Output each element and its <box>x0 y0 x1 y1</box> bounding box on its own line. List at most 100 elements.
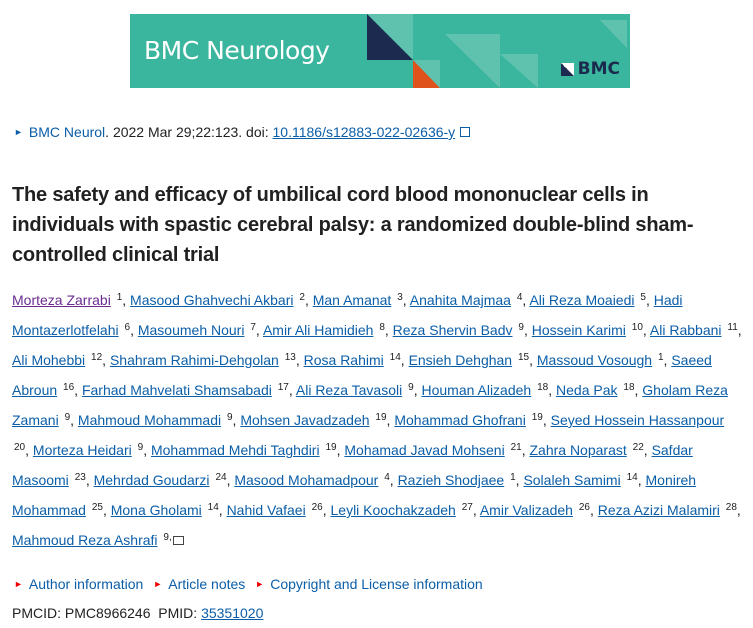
author-link[interactable]: Ali Rabbani <box>649 322 722 338</box>
author-link[interactable]: Morteza Zarrabi <box>12 292 111 308</box>
author-link[interactable]: Hossein Karimi <box>531 322 626 338</box>
author-link[interactable]: Rosa Rahimi <box>303 352 384 368</box>
author-link[interactable]: Man Amanat <box>312 292 392 308</box>
author-link[interactable]: Ali Reza Moaiedi <box>529 292 635 308</box>
affiliation-number[interactable]: 19 <box>325 442 337 453</box>
affiliation-number[interactable]: 9 <box>518 322 524 333</box>
author-link[interactable]: Monireh Mohammad <box>12 472 697 518</box>
affiliation-number[interactable]: 9, <box>163 532 172 543</box>
affiliation-number[interactable]: 7 <box>250 322 256 333</box>
triangle-right-icon: ► <box>255 579 265 589</box>
affiliation-number[interactable]: 22 <box>632 442 644 453</box>
affiliation-number[interactable]: 19 <box>375 412 387 423</box>
pmid-link[interactable]: 35351020 <box>201 605 264 621</box>
author-link[interactable]: Mohammad Mehdi Taghdiri <box>150 442 320 458</box>
affiliation-number[interactable]: 4 <box>384 472 390 483</box>
author-link[interactable]: Masood Ghahvechi Akbari <box>130 292 294 308</box>
affiliation-number[interactable]: 16 <box>63 382 75 393</box>
triangle-right-icon: ► <box>153 579 163 589</box>
affiliation-number[interactable]: 28 <box>725 502 737 513</box>
journal-banner[interactable]: BMC Neurology BMC <box>130 14 630 88</box>
author-link[interactable]: Hadi Montazerlotfelahi <box>12 292 683 338</box>
affiliation-number[interactable]: 4 <box>516 292 523 303</box>
affiliation-number[interactable]: 12 <box>91 352 103 363</box>
author-link[interactable]: Reza Shervin Badv <box>392 322 513 338</box>
author-link[interactable]: Amir Ali Hamidieh <box>262 322 374 338</box>
author-link[interactable]: Amir Valizadeh <box>479 502 573 518</box>
author-link[interactable]: Neda Pak <box>556 382 618 398</box>
affiliation-number[interactable]: 8 <box>379 322 385 333</box>
affiliation-number[interactable]: 9 <box>226 412 233 423</box>
author-link[interactable]: Houman Alizadeh <box>421 382 532 398</box>
author-link[interactable]: Ali Reza Tavasoli <box>295 382 403 398</box>
author-link[interactable]: Mohamad Javad Mohseni <box>344 442 505 458</box>
doi-link[interactable]: 10.1186/s12883-022-02636-y <box>272 124 456 140</box>
affiliation-number[interactable]: 9 <box>64 412 71 423</box>
author-link[interactable]: Mohammad Ghofrani <box>394 412 526 428</box>
affiliation-number[interactable]: 14 <box>389 352 401 363</box>
author-link[interactable]: Masoumeh Nouri <box>137 322 245 338</box>
affiliation-number[interactable]: 19 <box>531 412 543 423</box>
author-link[interactable]: Seyed Hossein Hassanpour <box>550 412 725 428</box>
affiliation-number[interactable]: 14 <box>626 472 638 483</box>
journal-name[interactable]: BMC Neurol <box>28 124 106 140</box>
affiliation-number[interactable]: 23 <box>74 472 86 483</box>
affiliation-number[interactable]: 24 <box>215 472 227 483</box>
author-link[interactable]: Mona Gholami <box>110 502 202 518</box>
author-link[interactable]: Saeed Abroun <box>12 352 712 398</box>
affiliation-number[interactable]: 13 <box>284 352 296 363</box>
author-link[interactable]: Solaleh Samimi <box>523 472 621 488</box>
affiliation-number[interactable]: 26 <box>578 502 590 513</box>
triangle-right-icon[interactable]: ► <box>14 127 23 137</box>
author-link[interactable]: Leyli Koochakzadeh <box>330 502 456 518</box>
author-link[interactable]: Mohsen Javadzadeh <box>240 412 370 428</box>
affiliation-number[interactable]: 18 <box>623 382 635 393</box>
author-information-toggle[interactable]: ► Author information <box>14 576 144 592</box>
affiliation-number[interactable]: 26 <box>311 502 323 513</box>
author-link[interactable]: Reza Azizi Malamiri <box>597 502 720 518</box>
affiliation-number[interactable]: 3 <box>397 292 403 303</box>
affiliation-number[interactable]: 18 <box>537 382 549 393</box>
affiliation-number[interactable]: 11 <box>727 322 738 333</box>
author-link[interactable]: Zahra Noparast <box>529 442 627 458</box>
author-link[interactable]: Masood Mohamadpour <box>234 472 379 488</box>
affiliation-number[interactable]: 9 <box>408 382 414 393</box>
author-link[interactable]: Mehrdad Goudarzi <box>93 472 210 488</box>
author-link[interactable]: Nahid Vafaei <box>226 502 306 518</box>
author-link[interactable]: Razieh Shodjaee <box>397 472 505 488</box>
author-link[interactable]: Massoud Vosough <box>536 352 653 368</box>
journal-title: BMC Neurology <box>144 36 330 65</box>
affiliation-number[interactable]: 25 <box>91 502 103 513</box>
author-link[interactable]: Gholam Reza Zamani <box>12 382 728 428</box>
affiliation-number[interactable]: 1 <box>510 472 516 483</box>
affiliation-number[interactable]: 2 <box>299 292 305 303</box>
author-link[interactable]: Ensieh Dehghan <box>408 352 513 368</box>
affiliation-number[interactable]: 21 <box>510 442 522 453</box>
pmid-label: PMID: <box>158 605 202 621</box>
affiliation-number[interactable]: 5 <box>640 292 646 303</box>
author-link[interactable]: Shahram Rahimi-Dehgolan <box>109 352 279 368</box>
affiliation-number[interactable]: 14 <box>207 502 219 513</box>
affiliation-number[interactable]: 27 <box>461 502 473 513</box>
external-link-icon <box>460 127 471 137</box>
affiliation-number[interactable]: 1 <box>657 352 664 363</box>
bmc-logo-icon <box>560 62 574 76</box>
author-link[interactable]: Morteza Heidari <box>32 442 132 458</box>
affiliation-number[interactable]: 9 <box>137 442 144 453</box>
copyright-license-toggle[interactable]: ► Copyright and License information <box>255 576 483 592</box>
affiliation-number[interactable]: 1 <box>116 292 123 303</box>
affiliation-number[interactable]: 17 <box>277 382 289 393</box>
author-link[interactable]: Safdar Masoomi <box>12 442 693 488</box>
affiliation-number[interactable]: 10 <box>631 322 643 333</box>
author-link[interactable]: Farhad Mahvelati Shamsabadi <box>81 382 272 398</box>
affiliation-number[interactable]: 6 <box>124 322 131 333</box>
affiliation-number[interactable]: 20 <box>14 442 26 453</box>
bmc-logo-text: BMC <box>577 59 620 79</box>
author-link[interactable]: Mahmoud Mohammadi <box>77 412 222 428</box>
affiliation-number[interactable]: 15 <box>517 352 530 363</box>
author-link[interactable]: Mahmoud Reza Ashrafi <box>12 532 158 548</box>
author-link[interactable]: Ali Mohebbi <box>12 352 86 368</box>
author-link[interactable]: Anahita Majmaa <box>409 292 511 308</box>
article-notes-toggle[interactable]: ► Article notes <box>153 576 246 592</box>
email-icon[interactable] <box>172 536 184 545</box>
